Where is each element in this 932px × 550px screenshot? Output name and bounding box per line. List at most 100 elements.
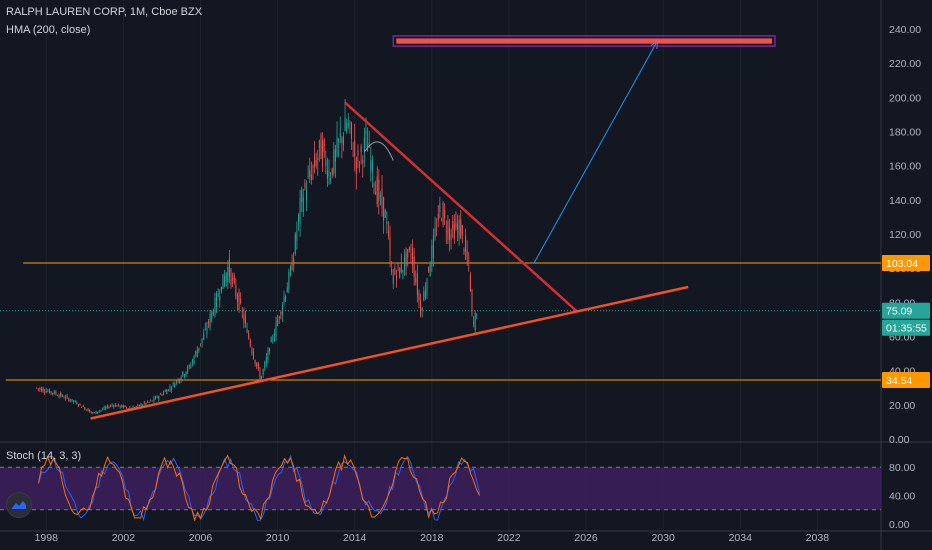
- candle-body: [359, 164, 361, 166]
- candle-body: [108, 407, 110, 409]
- candle-body: [306, 189, 308, 201]
- candle-body: [82, 406, 84, 408]
- candle-body: [293, 258, 295, 266]
- candle-body: [376, 176, 378, 205]
- candle-body: [164, 390, 166, 392]
- candle-body: [101, 409, 103, 410]
- candle-body: [204, 328, 206, 330]
- stoch-tick-label: 40.00: [889, 491, 915, 503]
- candle-body: [330, 178, 332, 181]
- candle-body: [440, 220, 442, 221]
- candle-body: [445, 230, 447, 232]
- candle-body: [167, 389, 169, 391]
- candle-body: [424, 289, 426, 298]
- candle-body: [302, 197, 304, 212]
- candle-body: [322, 140, 324, 167]
- candle-body: [142, 404, 144, 406]
- candle-body: [473, 322, 475, 325]
- level-low-tag-bg: [882, 372, 930, 389]
- candle-body: [262, 369, 264, 375]
- candle-body: [95, 411, 97, 415]
- candle-body: [347, 122, 349, 126]
- candle-body: [236, 295, 238, 302]
- candle-body: [408, 247, 410, 250]
- y-tick-label: 180.00: [889, 127, 921, 139]
- candle-body: [448, 227, 450, 240]
- candle-body: [450, 234, 452, 240]
- candle-body: [379, 194, 381, 198]
- level-low-tag: 34.54: [886, 375, 912, 387]
- candle-body: [273, 333, 275, 342]
- candle-body: [36, 387, 38, 389]
- resistance-trendline: [344, 101, 578, 312]
- candle-body: [469, 274, 471, 291]
- candle-body: [457, 224, 459, 230]
- candle-body: [93, 412, 95, 414]
- candle-body: [243, 313, 245, 323]
- candle-body: [447, 221, 449, 240]
- candle-body: [119, 405, 121, 408]
- candle-body: [52, 392, 54, 394]
- candle-body: [350, 122, 353, 139]
- candle-body: [196, 349, 198, 358]
- candle-body: [458, 219, 460, 238]
- candle-body: [97, 411, 99, 413]
- candle-body: [384, 210, 386, 218]
- candle-body: [296, 231, 298, 241]
- candle-body: [65, 396, 67, 399]
- stoch-label[interactable]: Stoch (14, 3, 3): [6, 450, 82, 462]
- candle-body: [77, 405, 79, 407]
- candles: [36, 98, 478, 415]
- candle-body: [363, 137, 365, 152]
- drawings[interactable]: [90, 35, 776, 420]
- candle-body: [439, 203, 441, 212]
- candle-body: [349, 121, 351, 123]
- candle-body: [264, 362, 266, 369]
- candle-body: [378, 179, 380, 202]
- x-tick-label: 2026: [574, 532, 598, 544]
- indicator-label[interactable]: HMA (200, close): [6, 24, 91, 36]
- candle-body: [235, 285, 237, 297]
- candle-body: [394, 267, 396, 275]
- candle-body: [334, 149, 336, 162]
- candle-body: [466, 250, 468, 260]
- candle-body: [191, 360, 193, 363]
- candle-body: [315, 159, 317, 166]
- candle-body: [392, 274, 394, 284]
- candle-body: [40, 388, 42, 392]
- candle-body: [289, 266, 291, 276]
- symbol-title[interactable]: RALPH LAUREN CORP, 1M, Cboe BZX: [6, 6, 203, 18]
- candle-body: [174, 383, 176, 388]
- candle-body: [79, 403, 81, 405]
- candle-body: [452, 221, 454, 230]
- candle-body: [190, 365, 192, 368]
- x-tick-label: 2034: [729, 532, 753, 544]
- candle-body: [193, 356, 195, 364]
- horizontal-levels[interactable]: [0, 262, 881, 381]
- level-high-tag: 103.04: [886, 258, 918, 270]
- candle-body: [431, 245, 433, 267]
- candle-body: [354, 140, 356, 156]
- candle-body: [285, 295, 287, 301]
- candle-body: [453, 223, 455, 239]
- candle-body: [146, 401, 148, 403]
- candle-body: [248, 332, 250, 339]
- candle-body: [161, 394, 163, 396]
- candle-body: [225, 272, 227, 282]
- candle-body: [283, 296, 285, 303]
- projection-arrow: [533, 40, 658, 264]
- candle-body: [314, 154, 316, 167]
- candle-body: [103, 407, 105, 410]
- candle-body: [180, 377, 182, 381]
- candle-body: [116, 405, 118, 407]
- candle-body: [58, 395, 60, 397]
- candle-body: [45, 390, 47, 393]
- tradingview-logo-icon[interactable]: [6, 492, 32, 518]
- candle-body: [257, 363, 259, 369]
- candle-body: [150, 400, 152, 402]
- candle-body: [326, 170, 328, 179]
- candle-body: [241, 311, 243, 313]
- candle-body: [169, 386, 171, 390]
